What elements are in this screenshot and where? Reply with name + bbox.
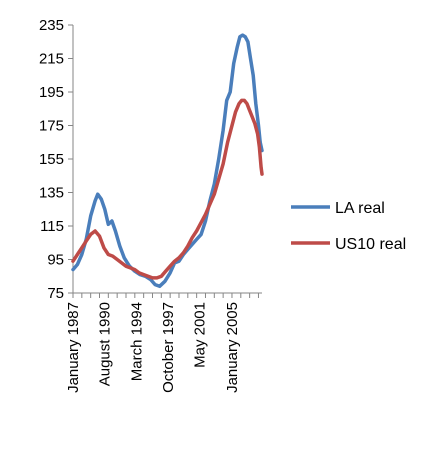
x-tick-label: August 1990 [97, 302, 114, 386]
series-line-la-real [71, 33, 264, 289]
x-tick-label: January 2005 [224, 302, 241, 393]
legend-label: US10 real [335, 236, 406, 253]
y-tick-label: 115 [40, 218, 64, 235]
legend: LA real US10 real [291, 200, 406, 253]
y-tick-label: 155 [39, 151, 64, 168]
y-tick-label: 175 [39, 118, 64, 135]
legend-item: LA real [291, 200, 385, 217]
series-line-us10-real [71, 98, 264, 280]
x-tick-label: May 2001 [192, 302, 209, 368]
y-tick-label: 215 [39, 51, 64, 68]
series-lines [71, 33, 264, 289]
y-axis: 75 95 115 135 155 175 195 215 235 [39, 17, 74, 302]
y-tick-label: 195 [39, 84, 64, 101]
x-tick-label: October 1997 [160, 302, 177, 393]
y-tick-label: 235 [39, 17, 64, 34]
y-tick-label: 95 [47, 252, 64, 269]
x-tick-label: March 1994 [128, 302, 145, 381]
y-tick-label: 135 [39, 185, 64, 202]
x-tick-label: January 1987 [65, 302, 82, 393]
legend-label: LA real [335, 200, 385, 217]
legend-item: US10 real [291, 236, 406, 253]
x-axis: January 1987 August 1990 March 1994 October… [65, 292, 262, 393]
y-tick-label: 75 [47, 285, 64, 302]
